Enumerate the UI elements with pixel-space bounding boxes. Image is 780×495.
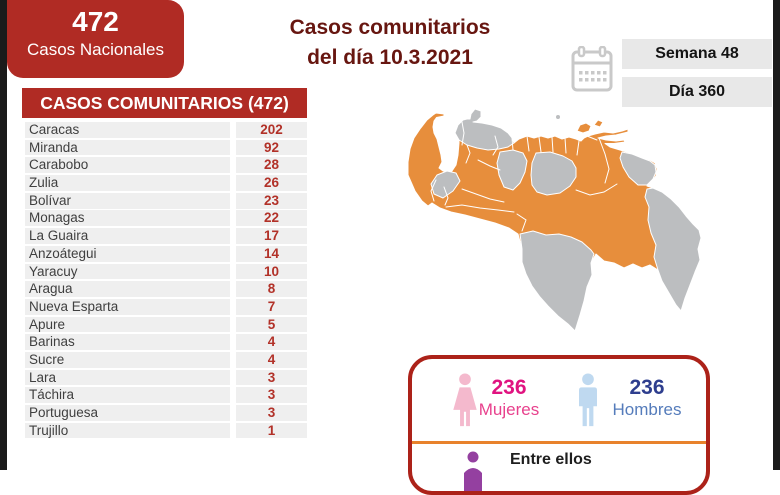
table-header: CASOS COMUNITARIOS (472) (22, 88, 307, 118)
women-count: 236 (491, 376, 527, 399)
national-cases-box: 472 Casos Nacionales (7, 0, 184, 78)
state-cases: 14 (236, 245, 307, 262)
table-row: Sucre 4 (25, 351, 307, 368)
table-row: Anzoátegui 14 (25, 245, 307, 262)
state-name: Sucre (25, 351, 230, 368)
men-stat: 236 Hombres (602, 376, 692, 420)
state-cases: 3 (236, 369, 307, 386)
table-row: Carabobo 28 (25, 157, 307, 174)
table-row: Miranda 92 (25, 139, 307, 156)
men-label: Hombres (612, 400, 682, 419)
table-row: Zulia 26 (25, 175, 307, 191)
state-name: Barinas (25, 334, 230, 351)
page-title-line2: del día 10.3.2021 (307, 46, 473, 69)
state-cases: 17 (236, 228, 307, 244)
state-guarico (530, 151, 577, 196)
day-badge: Día 360 (622, 77, 772, 107)
state-name: Monagas (25, 210, 230, 227)
table-row: Caracas 202 (25, 122, 307, 138)
state-name: Portuguesa (25, 405, 230, 421)
state-name: Anzoátegui (25, 245, 230, 262)
calendar-icon (571, 46, 613, 92)
small-island (555, 114, 561, 120)
table-row: Yaracuy 10 (25, 263, 307, 280)
among-them-label: Entre ellos (510, 451, 592, 468)
divider-line (412, 441, 706, 444)
table-row: Trujillo 1 (25, 422, 307, 439)
state-borders (430, 121, 618, 232)
state-cases: 5 (236, 316, 307, 333)
state-cases: 8 (236, 281, 307, 297)
table-row: Barinas 4 (25, 334, 307, 351)
male-icon (579, 373, 597, 427)
state-name: Bolívar (25, 192, 230, 209)
state-cases: 1 (236, 422, 307, 439)
table-row: Nueva Esparta 7 (25, 298, 307, 315)
state-name: Trujillo (25, 422, 230, 439)
state-cases: 7 (236, 298, 307, 315)
state-cases: 10 (236, 263, 307, 280)
female-icon (453, 373, 477, 427)
page-title-line1: Casos comunitarios (289, 16, 491, 39)
state-cases: 202 (236, 122, 307, 138)
state-cases: 92 (236, 139, 307, 156)
state-name: Táchira (25, 387, 230, 404)
state-cases: 4 (236, 334, 307, 351)
state-merida (430, 170, 461, 199)
women-label: Mujeres (478, 400, 540, 419)
gender-stats-box: 236 Mujeres 236 Hombres Entre ellos (408, 355, 710, 495)
state-name: Lara (25, 369, 230, 386)
women-stat: 236 Mujeres (464, 376, 554, 420)
person-icon (464, 451, 482, 491)
table-row: Portuguesa 3 (25, 405, 307, 421)
state-cases: 4 (236, 351, 307, 368)
state-cases: 28 (236, 157, 307, 174)
cases-table: Caracas 202 Miranda 92 Carabobo 28 Zulia 26 Bolí… (25, 122, 307, 440)
state-cases: 26 (236, 175, 307, 191)
state-cases: 22 (236, 210, 307, 227)
venezuela-map (407, 108, 702, 332)
state-name: Zulia (25, 175, 230, 191)
table-row: Táchira 3 (25, 387, 307, 404)
page-title: Casos comunitarios del día 10.3.2021 (240, 13, 540, 73)
week-badge: Semana 48 (622, 39, 772, 69)
state-delta-amacuro (619, 151, 657, 186)
state-name: Carabobo (25, 157, 230, 174)
left-black-bar (0, 0, 7, 470)
state-falcon (454, 108, 515, 151)
men-count: 236 (629, 376, 665, 399)
state-nueva-esparta (576, 122, 592, 134)
state-cases: 3 (236, 405, 307, 421)
state-cojedes (496, 149, 528, 191)
state-name: Miranda (25, 139, 230, 156)
national-cases-label: Casos Nacionales (26, 40, 164, 59)
state-cases: 3 (236, 387, 307, 404)
state-name: La Guaira (25, 228, 230, 244)
table-row: Monagas 22 (25, 210, 307, 227)
table-row: Aragua 8 (25, 281, 307, 297)
state-nueva-esparta-2 (593, 119, 604, 128)
table-row: Apure 5 (25, 316, 307, 333)
table-row: Bolívar 23 (25, 192, 307, 209)
national-cases-value: 472 (72, 6, 119, 37)
state-esequibo (644, 187, 702, 312)
state-cases: 23 (236, 192, 307, 209)
table-row: Lara 3 (25, 369, 307, 386)
right-black-bar (773, 0, 780, 470)
state-name: Caracas (25, 122, 230, 138)
state-amazonas (519, 230, 595, 332)
state-name: Yaracuy (25, 263, 230, 280)
state-name: Nueva Esparta (25, 298, 230, 315)
table-row: La Guaira 17 (25, 228, 307, 244)
state-name: Apure (25, 316, 230, 333)
state-name: Aragua (25, 281, 230, 297)
